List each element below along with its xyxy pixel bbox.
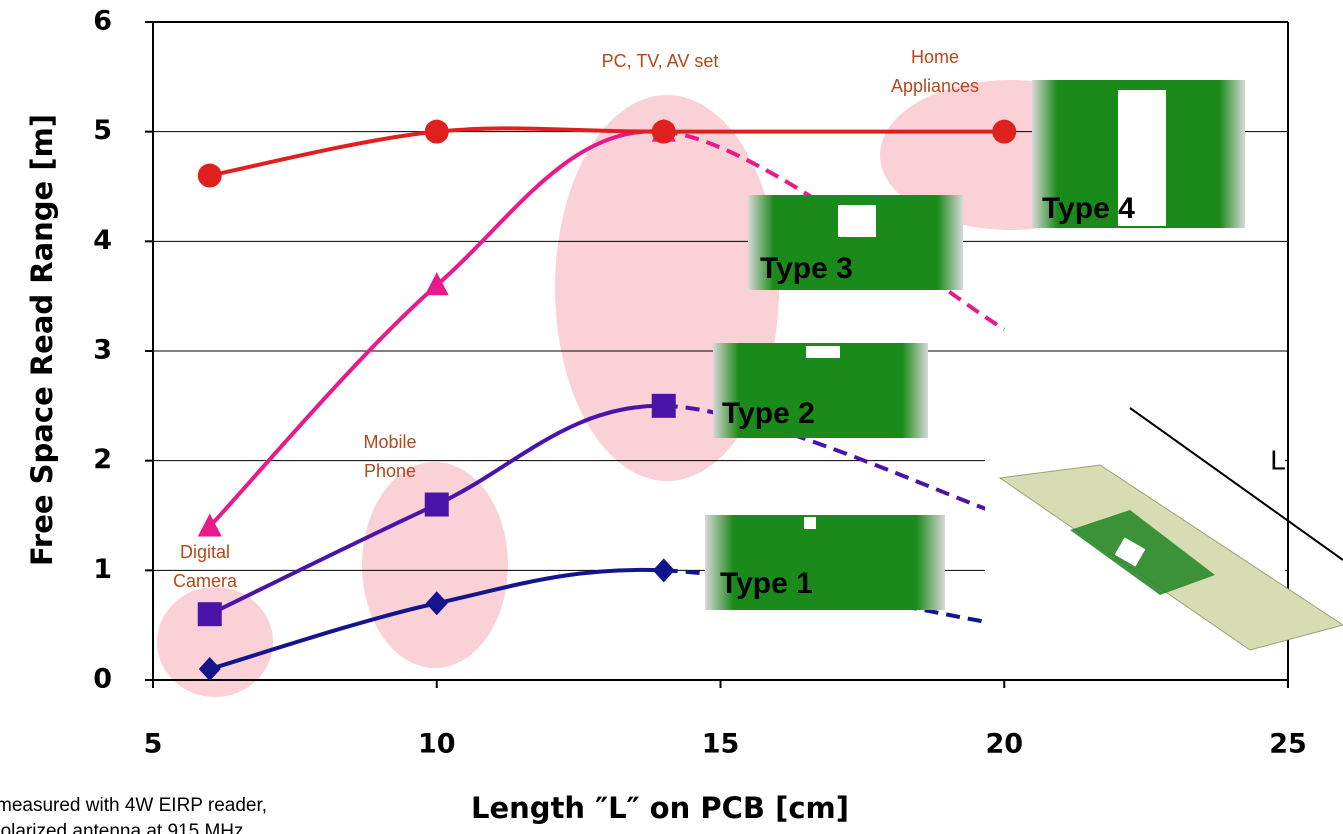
type-label: Type 4	[1042, 192, 1135, 225]
marker	[652, 394, 676, 418]
annotation: Digital	[180, 542, 230, 562]
y-tick-label: 6	[93, 6, 112, 37]
marker	[198, 164, 222, 188]
y-tick-label: 0	[93, 664, 112, 695]
y-tick-label: 3	[93, 335, 112, 366]
type-label: Type 2	[722, 397, 815, 430]
pcb-illustration: L	[985, 408, 1343, 665]
type-label: Type 3	[760, 252, 853, 285]
annotation: Home	[911, 47, 959, 67]
marker	[992, 120, 1016, 144]
marker	[653, 558, 675, 582]
y-tick-label: 5	[93, 115, 112, 146]
marker	[425, 120, 449, 144]
x-tick-label: 15	[702, 729, 740, 760]
marker	[652, 120, 676, 144]
footnote: measured with 4W EIRP reader,	[0, 795, 267, 816]
marker	[425, 493, 449, 517]
x-tick-label: 25	[1269, 729, 1307, 760]
annotation: Appliances	[891, 76, 979, 96]
marker	[198, 602, 222, 626]
x-axis-label: Length ″L″ on PCB [cm]	[471, 791, 849, 825]
x-tick-label: 5	[144, 729, 163, 760]
chart: Type 1 Type 2 Type 3 Type 4 L Free Space…	[0, 0, 1343, 834]
dimension-label: L	[1270, 444, 1286, 475]
annotation: Mobile	[363, 432, 416, 452]
x-tick-label: 20	[985, 729, 1023, 760]
y-axis-label: Free Space Read Range [m]	[25, 114, 59, 566]
x-tick-label: 10	[418, 729, 456, 760]
type-label: Type 1	[720, 567, 813, 600]
annotation: Camera	[173, 571, 238, 591]
annotation: Phone	[364, 461, 416, 481]
y-tick-label: 4	[93, 225, 112, 256]
y-tick-label: 2	[93, 444, 112, 475]
footnote: polarized antenna at 915 MHz	[0, 821, 244, 834]
y-tick-label: 1	[93, 554, 112, 585]
annotation: PC, TV, AV set	[602, 51, 719, 71]
